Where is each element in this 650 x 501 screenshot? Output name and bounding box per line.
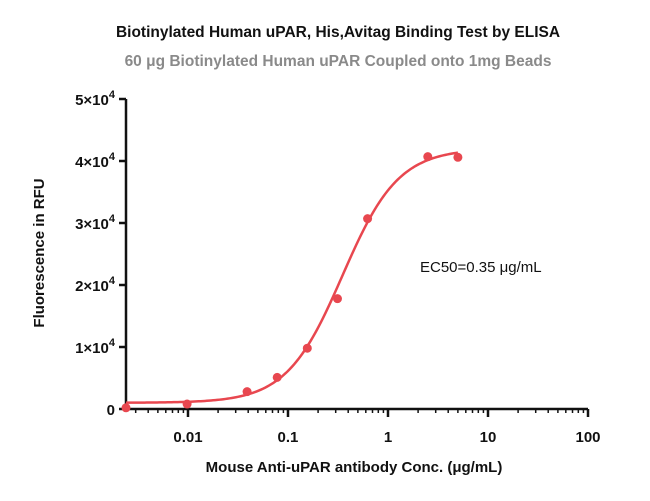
ec50-annotation: EC50=0.35 μg/mL: [420, 259, 542, 276]
x-axis-label: Mouse Anti-uPAR antibody Conc. (μg/mL): [206, 459, 503, 476]
y-tick-label: 3×104: [75, 213, 116, 233]
x-tick-label: 0.1: [278, 429, 299, 446]
y-tick-label: 1×104: [75, 337, 116, 357]
x-tick-label: 100: [575, 429, 600, 446]
data-point: [332, 294, 342, 304]
x-tick-label: 10: [480, 429, 497, 446]
data-point: [302, 343, 312, 353]
data-point: [272, 372, 282, 382]
data-point: [363, 214, 373, 224]
axes: [124, 99, 588, 411]
chart-subtitle: 60 μg Biotinylated Human uPAR Coupled on…: [125, 53, 552, 70]
data-point: [121, 403, 131, 413]
y-tick-label: 2×104: [75, 275, 116, 295]
data-point: [423, 152, 433, 162]
chart-title: Biotinylated Human uPAR, His,Avitag Bind…: [116, 24, 560, 41]
x-tick-label: 1: [384, 429, 392, 446]
data-point: [242, 387, 252, 397]
data-point: [182, 399, 192, 409]
y-tick-label: 5×104: [75, 89, 116, 109]
data-point: [453, 152, 463, 162]
y-axis-label: Fluorescence in RFU: [31, 178, 48, 327]
y-ticks: 0 1×104 2×104 3×104 4×104 5×104: [75, 89, 126, 419]
x-ticks: 0.01 0.1 1 10 100: [134, 409, 601, 446]
data-points: [121, 152, 463, 413]
fit-curve: [125, 151, 459, 404]
y-tick-label: 0: [107, 402, 115, 419]
y-tick-label: 4×104: [75, 151, 116, 171]
x-tick-label: 0.01: [173, 429, 202, 446]
